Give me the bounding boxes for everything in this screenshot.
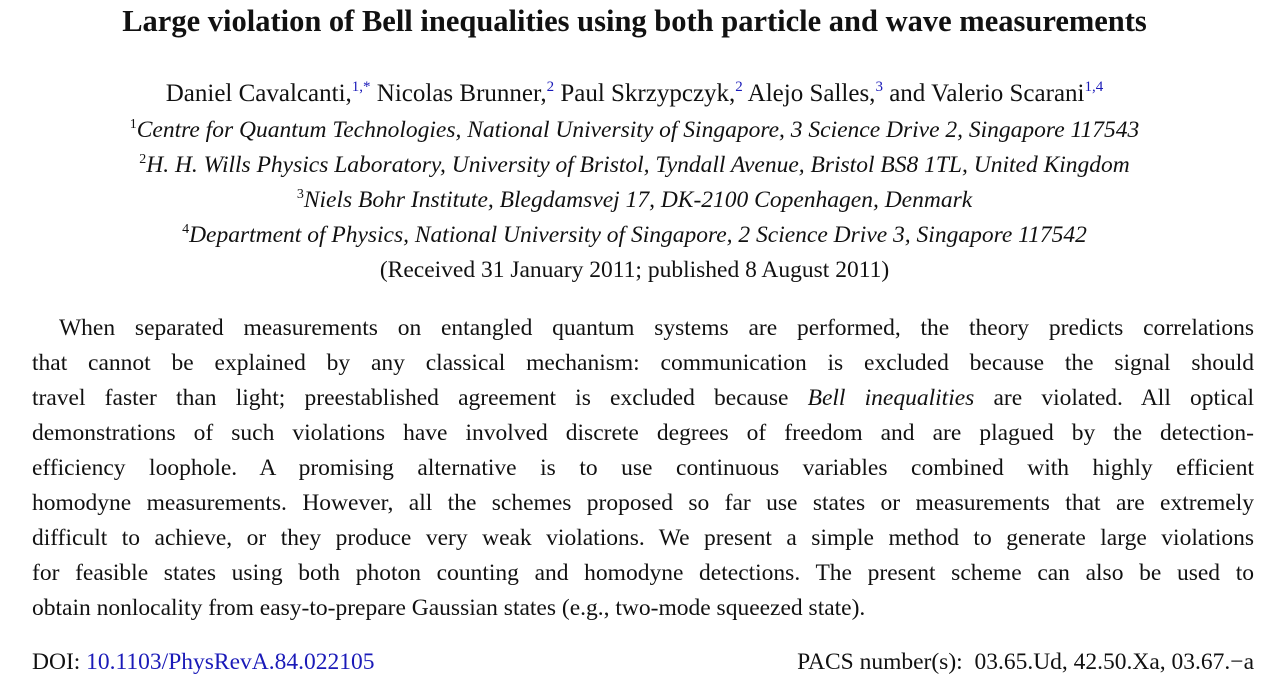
abstract-line: homodyne measurements. However, all the … — [32, 490, 1254, 516]
abstract-line: efficiency loophole. A promising alterna… — [32, 455, 1254, 481]
author-name: Paul Skrzypczyk, — [560, 80, 736, 107]
abstract-line: demonstrations of such violations have i… — [32, 420, 1254, 446]
abstract-line: obtain nonlocality from easy-to-prepare … — [32, 595, 866, 621]
author-affiliation-ref[interactable]: 1,4 — [1084, 79, 1104, 95]
abstract-line: travel faster than light; preestablished… — [32, 381, 1254, 416]
pacs-label: PACS number(s): — [797, 649, 963, 675]
received-date: (Received 31 January 2011; published 8 A… — [379, 257, 890, 283]
pacs-value: 03.65.Ud, 42.50.Xa, 03.67.−a — [974, 649, 1254, 675]
affiliation: 2H. H. Wills Physics Laboratory, Univers… — [0, 152, 1269, 179]
author-name: Alejo Salles, — [747, 80, 876, 107]
author-affiliation-ref[interactable]: 1,* — [351, 79, 371, 95]
affiliation-text: Niels Bohr Institute, Blegdamsvej 17, DK… — [303, 187, 973, 213]
author-affiliation-ref[interactable]: 2 — [546, 79, 555, 95]
affiliation-number: 3 — [296, 187, 304, 202]
affiliation-number: 2 — [139, 152, 147, 167]
doi: DOI: 10.1103/PhysRevA.84.022105 — [32, 649, 375, 676]
abstract-line: difficult to achieve, or they produce ve… — [32, 525, 1254, 551]
doi-link[interactable]: 10.1103/PhysRevA.84.022105 — [86, 649, 375, 675]
author-name: and Valerio Scarani — [889, 80, 1085, 107]
footer-metadata: DOI: 10.1103/PhysRevA.84.022105 PACS num… — [32, 649, 1254, 683]
author-name: Daniel Cavalcanti, — [165, 80, 352, 107]
affiliation: 4Department of Physics, National Univers… — [0, 222, 1269, 249]
affiliation-number: 4 — [182, 222, 190, 237]
affiliation-text: H. H. Wills Physics Laboratory, Universi… — [146, 152, 1130, 178]
author-affiliation-ref[interactable]: 2 — [735, 79, 743, 95]
author-affiliation-ref[interactable]: 3 — [875, 79, 883, 95]
abstract-line: for feasible states using both photon co… — [32, 560, 1254, 586]
affiliation-text: Department of Physics, National Universi… — [189, 222, 1087, 248]
author-name: Nicolas Brunner, — [376, 80, 547, 107]
affiliation-number: 1 — [129, 117, 137, 132]
abstract: When separated measurements on entangled… — [32, 311, 1254, 626]
abstract-emphasis: Bell inequalities — [807, 385, 975, 411]
affiliation: 3Niels Bohr Institute, Blegdamsvej 17, D… — [0, 187, 1269, 214]
doi-label: DOI: — [32, 649, 87, 675]
affiliation: 1Centre for Quantum Technologies, Nation… — [0, 117, 1269, 144]
abstract-line: When separated measurements on entangled… — [59, 315, 1254, 341]
abstract-line: that cannot be explained by any classica… — [32, 350, 1254, 376]
abstract-text: travel faster than light; preestablished… — [32, 385, 808, 411]
pacs-numbers: PACS number(s): 03.65.Ud, 42.50.Xa, 03.6… — [797, 649, 1254, 676]
author-list: Daniel Cavalcanti,1,* Nicolas Brunner,2 … — [0, 80, 1269, 108]
affiliation-text: Centre for Quantum Technologies, Nationa… — [136, 117, 1140, 143]
abstract-text: are violated. All optical — [974, 385, 1254, 411]
paper-title: Large violation of Bell inequalities usi… — [122, 4, 1147, 38]
